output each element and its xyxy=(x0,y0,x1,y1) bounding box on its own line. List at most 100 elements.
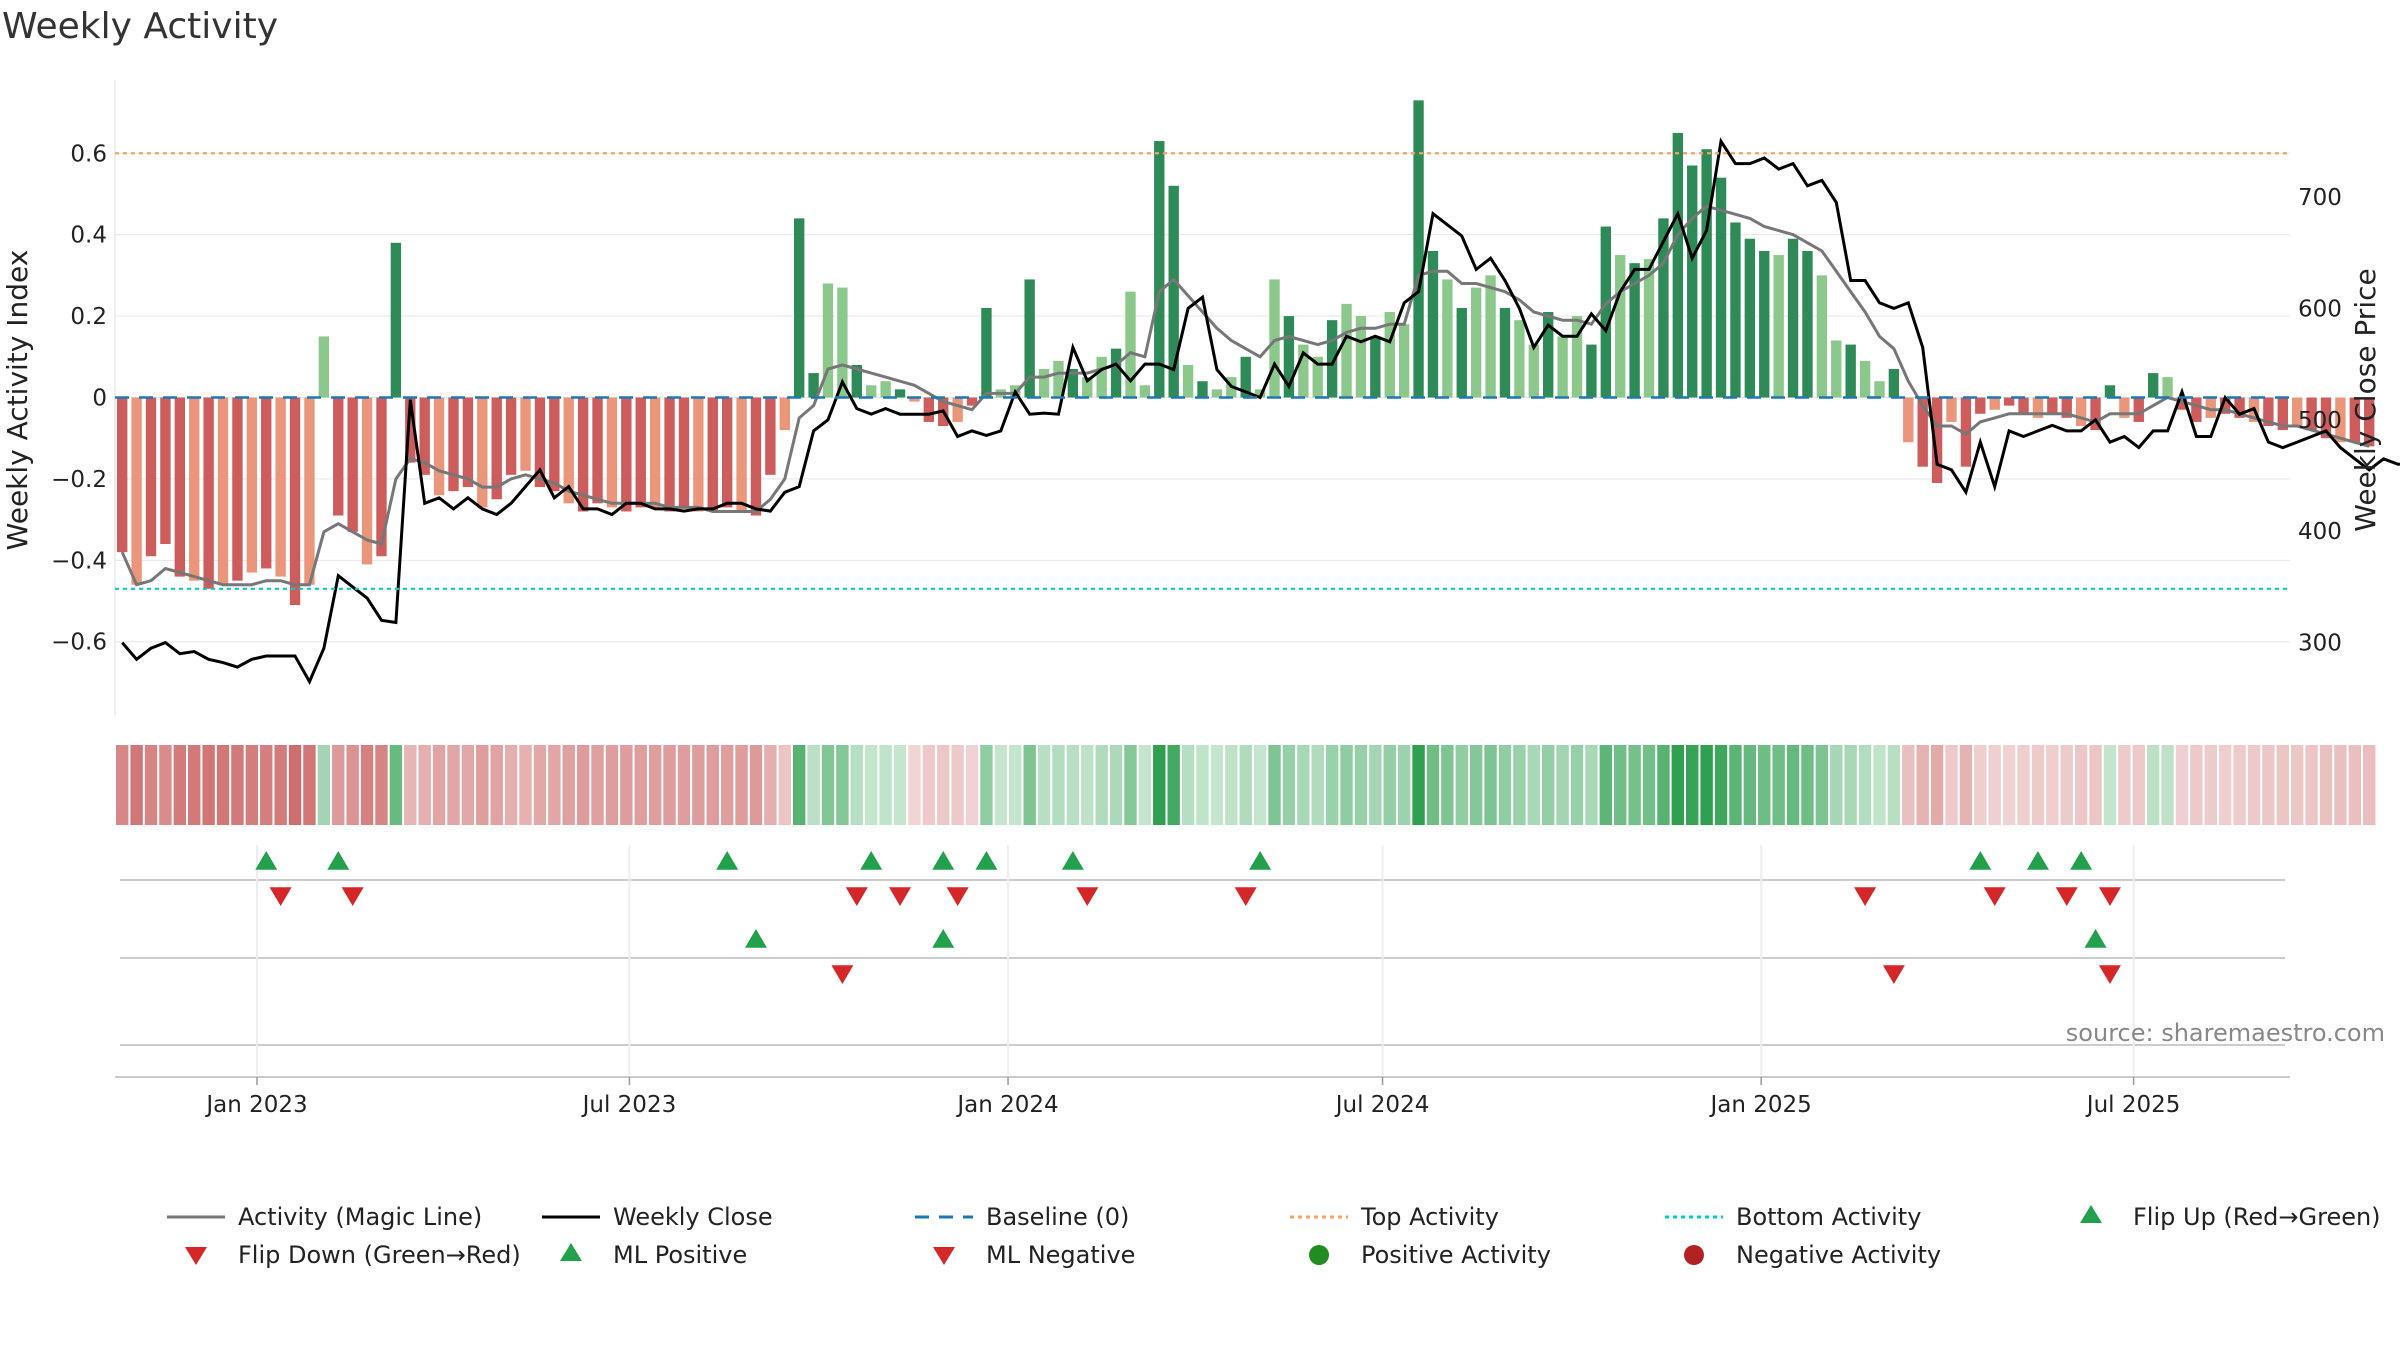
activity-bar-55 xyxy=(909,397,920,402)
activity-bar-64 xyxy=(1038,369,1050,398)
strip-cell-156 xyxy=(2363,745,2376,825)
activity-bar-131 xyxy=(2003,397,2015,406)
legend-label-0: Activity (Magic Line) xyxy=(238,1203,482,1231)
activity-bar-113 xyxy=(1744,238,1756,398)
activity-bar-98 xyxy=(1528,344,1539,398)
activity-bar-60 xyxy=(981,307,992,398)
strip-cell-73 xyxy=(1167,745,1180,825)
strip-cell-150 xyxy=(2276,745,2289,825)
activity-bar-27 xyxy=(505,397,517,475)
flip-marker-down-1 xyxy=(269,887,292,906)
strip-cell-106 xyxy=(1642,745,1656,825)
strip-cell-56 xyxy=(922,745,936,825)
y-tick-right-3: 600 xyxy=(2298,296,2342,322)
activity-bar-58 xyxy=(952,397,963,422)
flip-marker-down-15 xyxy=(1854,887,1877,906)
strip-cell-115 xyxy=(1772,745,1785,825)
activity-bar-94 xyxy=(1470,287,1482,398)
activity-bar-132 xyxy=(2018,397,2029,414)
activity-bar-26 xyxy=(491,397,502,500)
activity-bar-156 xyxy=(2364,397,2375,447)
activity-bar-35 xyxy=(621,397,632,512)
activity-bar-3 xyxy=(160,397,171,545)
x-tick-label-0: Jan 2023 xyxy=(204,1092,307,1118)
strip-cell-40 xyxy=(692,745,705,825)
activity-bar-8 xyxy=(232,397,243,581)
activity-bar-107 xyxy=(1658,218,1669,398)
activity-bar-100 xyxy=(1557,336,1568,398)
activity-bar-140 xyxy=(2133,397,2144,422)
activity-bar-1 xyxy=(131,397,142,585)
strip-cell-10 xyxy=(260,745,273,825)
activity-bar-135 xyxy=(2061,397,2072,418)
strip-cell-116 xyxy=(1786,745,1800,825)
activity-bar-69 xyxy=(1110,348,1122,398)
strip-cell-142 xyxy=(2161,745,2174,825)
activity-bar-75 xyxy=(1197,381,1208,398)
activity-bar-92 xyxy=(1442,279,1453,398)
strip-cell-58 xyxy=(951,745,964,825)
activity-bar-138 xyxy=(2104,385,2116,398)
y-tick-right-0: 300 xyxy=(2298,631,2342,657)
strip-cell-30 xyxy=(548,745,561,825)
activity-bar-99 xyxy=(1543,312,1554,398)
strip-cell-61 xyxy=(994,745,1008,825)
strip-cell-47 xyxy=(792,745,806,825)
strip-cell-141 xyxy=(2146,745,2160,825)
activity-bar-66 xyxy=(1067,369,1079,398)
activity-bar-104 xyxy=(1615,255,1626,398)
activity-bar-112 xyxy=(1730,222,1741,398)
strip-cell-107 xyxy=(1657,745,1670,825)
reference-lines xyxy=(115,152,2290,590)
x-tick-label-2: Jan 2024 xyxy=(955,1092,1058,1118)
activity-bar-122 xyxy=(1874,381,1885,398)
ml-marker-down-1 xyxy=(831,965,854,984)
legend-label-4: Bottom Activity xyxy=(1736,1203,1921,1231)
strip-cell-34 xyxy=(605,745,619,825)
legend-label-10: Negative Activity xyxy=(1736,1241,1941,1269)
activity-bar-80 xyxy=(1269,279,1280,398)
x-tick-label-3: Jul 2024 xyxy=(1334,1092,1430,1118)
activity-bar-49 xyxy=(822,283,834,398)
activity-bar-127 xyxy=(1946,397,1957,422)
strip-cell-71 xyxy=(1138,745,1152,825)
activity-bar-121 xyxy=(1859,360,1871,398)
strip-cell-29 xyxy=(533,745,547,825)
strip-cell-24 xyxy=(461,745,475,825)
activity-bar-44 xyxy=(750,397,762,516)
strip-cell-121 xyxy=(1858,745,1872,825)
axes: −0.6 −0.4 −0.2 0 0.2 0.4 0.6 300 400 500 600 700 xyxy=(51,80,2342,715)
strip-cell-75 xyxy=(1196,745,1209,825)
activity-bar-6 xyxy=(203,397,214,589)
x-tick-label-5: Jul 2025 xyxy=(2085,1092,2181,1118)
strip-cell-144 xyxy=(2190,745,2203,825)
strip-cell-95 xyxy=(1484,745,1497,825)
activity-bar-96 xyxy=(1499,307,1511,398)
strip-cell-100 xyxy=(1556,745,1569,825)
activity-bar-63 xyxy=(1024,279,1035,398)
strip-cell-48 xyxy=(807,745,820,825)
activity-bar-79 xyxy=(1254,389,1266,398)
legend-symbol-5 xyxy=(2080,1205,2102,1223)
activity-bar-116 xyxy=(1787,238,1799,398)
strip-cell-103 xyxy=(1599,745,1613,825)
strip-cell-45 xyxy=(764,745,777,825)
activity-bar-151 xyxy=(2292,397,2303,426)
strip-cell-96 xyxy=(1498,745,1512,825)
strip-cell-8 xyxy=(231,745,244,825)
strip-cell-134 xyxy=(2046,745,2059,825)
activity-bar-143 xyxy=(2176,397,2188,410)
strip-cell-105 xyxy=(1628,745,1641,825)
y-tick-right-1: 400 xyxy=(2298,519,2342,545)
flip-marker-up-14 xyxy=(1249,851,1272,870)
strip-cell-136 xyxy=(2074,745,2088,825)
strip-cell-76 xyxy=(1210,745,1224,825)
strip-cell-12 xyxy=(288,745,302,825)
strip-cell-101 xyxy=(1570,745,1584,825)
strip-cell-130 xyxy=(1988,745,2001,825)
strip-cell-152 xyxy=(2305,745,2318,825)
strip-cell-137 xyxy=(2089,745,2102,825)
activity-bar-37 xyxy=(649,397,661,508)
legend-label-1: Weekly Close xyxy=(613,1203,773,1231)
activity-bar-4 xyxy=(174,397,186,577)
